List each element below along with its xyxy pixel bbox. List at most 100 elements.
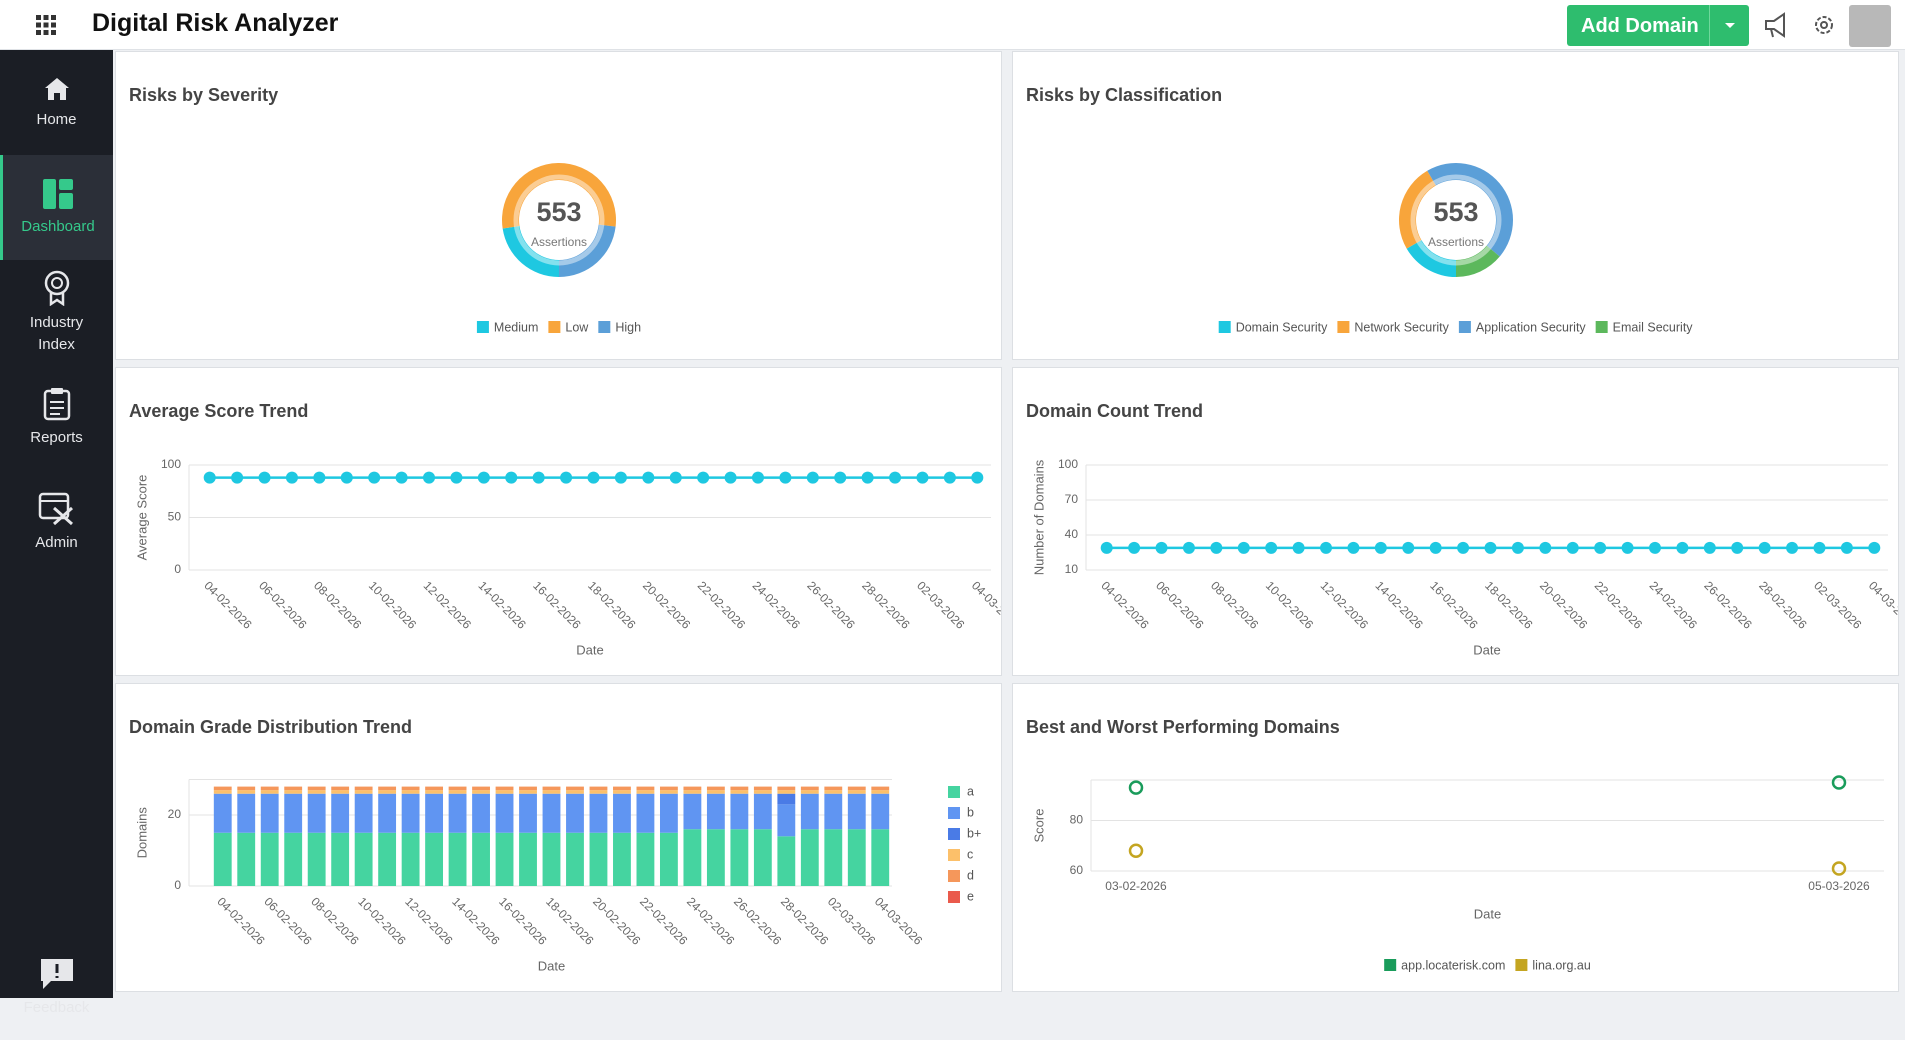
- point: [779, 471, 792, 484]
- home-icon: [44, 77, 69, 100]
- announcements-icon[interactable]: [1762, 10, 1792, 40]
- x-tick-label: 18-02-2026: [543, 894, 597, 948]
- admin-icon: [38, 492, 73, 525]
- point: [971, 471, 984, 484]
- bar-segment: [237, 786, 256, 791]
- bar-segment: [589, 786, 608, 791]
- donut-segment: [502, 162, 616, 229]
- legend-label: Network Security: [1354, 320, 1449, 334]
- bar-segment: [237, 790, 256, 794]
- legend-swatch: [948, 828, 960, 840]
- x-tick-label: 28-02-2026: [859, 578, 913, 632]
- point: [1320, 541, 1333, 554]
- feedback-icon: [40, 958, 73, 989]
- x-tick-label: 02-03-2026: [1811, 578, 1865, 632]
- x-tick-label: 06-02-2026: [256, 578, 310, 632]
- legend-label: d: [967, 868, 974, 882]
- x-tick-label: 22-02-2026: [1592, 578, 1646, 632]
- x-tick-label: 22-02-2026: [695, 578, 749, 632]
- bar-segment: [425, 793, 444, 833]
- point: [1840, 541, 1853, 554]
- nav-item[interactable]: Dashboard: [0, 155, 113, 260]
- x-tick-label: 22-02-2026: [637, 894, 691, 948]
- bar-segment: [472, 832, 490, 886]
- point: [1182, 541, 1195, 554]
- point: [1868, 541, 1881, 554]
- y-tick-label: 70: [1065, 492, 1079, 506]
- point: [1831, 775, 1847, 790]
- bar-segment: [777, 793, 796, 805]
- avatar[interactable]: [1849, 5, 1891, 47]
- donut-center-label: Assertions: [1428, 235, 1484, 249]
- x-axis-title: Date: [538, 958, 565, 973]
- settings-icon[interactable]: [1812, 13, 1836, 37]
- apps-icon[interactable]: [36, 15, 56, 35]
- point: [1648, 541, 1661, 554]
- reports-icon: [43, 387, 70, 420]
- point: [614, 471, 627, 484]
- x-tick-label: 05-03-2026: [1808, 879, 1870, 893]
- x-axis-title: Date: [1474, 906, 1501, 921]
- bar-segment: [730, 793, 749, 830]
- bar-segment: [800, 829, 819, 886]
- point: [1703, 541, 1716, 554]
- point: [1128, 541, 1141, 554]
- legend-label: b+: [967, 826, 981, 840]
- chart: Risks by Classification 553 Assertions Doma…: [1026, 85, 1693, 335]
- legend-swatch: [948, 870, 960, 882]
- bar-segment: [401, 832, 420, 886]
- point: [861, 471, 874, 484]
- y-tick-label: 80: [1070, 813, 1084, 827]
- point: [1758, 541, 1771, 554]
- bar-segment: [824, 829, 843, 886]
- bar-segment: [659, 786, 678, 791]
- point: [806, 471, 819, 484]
- add-domain-button[interactable]: Add Domain: [1567, 5, 1749, 46]
- point: [203, 471, 216, 484]
- point: [1484, 541, 1497, 554]
- bar-segment: [566, 786, 584, 791]
- nav-item[interactable]: Reports: [0, 365, 113, 470]
- bar-segment: [331, 786, 350, 791]
- chart: Domain Grade Distribution Trend 0 20 Domain…: [129, 717, 981, 974]
- nav-item[interactable]: Home: [0, 50, 113, 155]
- bar-segment: [401, 793, 420, 833]
- point: [1128, 780, 1144, 795]
- nav-item[interactable]: Industry Index: [0, 260, 113, 365]
- x-tick-label: 24-02-2026: [684, 894, 738, 948]
- chart-panel: Risks by Classification 553 Assertions Doma…: [1012, 51, 1899, 360]
- point: [1566, 541, 1579, 554]
- chart-panel: Domain Grade Distribution Trend 0 20 Domain…: [115, 683, 1002, 992]
- app-title: Digital Risk Analyzer: [92, 9, 339, 37]
- legend-label: e: [967, 889, 974, 903]
- nav-item[interactable]: Feedback: [0, 935, 113, 1040]
- point: [697, 471, 710, 484]
- x-tick-label: 26-02-2026: [1701, 578, 1755, 632]
- point: [642, 471, 655, 484]
- bar-segment: [284, 793, 303, 833]
- bar-segment: [284, 790, 303, 794]
- bar-segment: [495, 832, 514, 886]
- bar-segment: [495, 790, 514, 794]
- bar-segment: [542, 832, 561, 886]
- bar-segment: [378, 793, 397, 833]
- y-axis-title: Score: [1031, 809, 1046, 843]
- dropdown-toggle[interactable]: [1709, 5, 1750, 46]
- bar-segment: [706, 786, 725, 791]
- bar-segment: [824, 786, 843, 791]
- bar-segment: [213, 793, 232, 833]
- bar-segment: [378, 786, 397, 791]
- point: [1457, 541, 1470, 554]
- nav-item[interactable]: Admin: [0, 470, 113, 575]
- bar-segment: [777, 790, 796, 794]
- legend-label: b: [967, 805, 974, 819]
- bar-segment: [260, 790, 279, 794]
- legend-swatch: [1384, 959, 1397, 971]
- donut-segment: [1456, 245, 1500, 277]
- legend-label: Low: [565, 320, 589, 334]
- x-tick-label: 18-02-2026: [585, 578, 639, 632]
- y-tick-label: 60: [1070, 863, 1084, 877]
- bar-segment: [706, 793, 725, 830]
- bar-segment: [472, 793, 490, 833]
- bar-segment: [284, 786, 303, 791]
